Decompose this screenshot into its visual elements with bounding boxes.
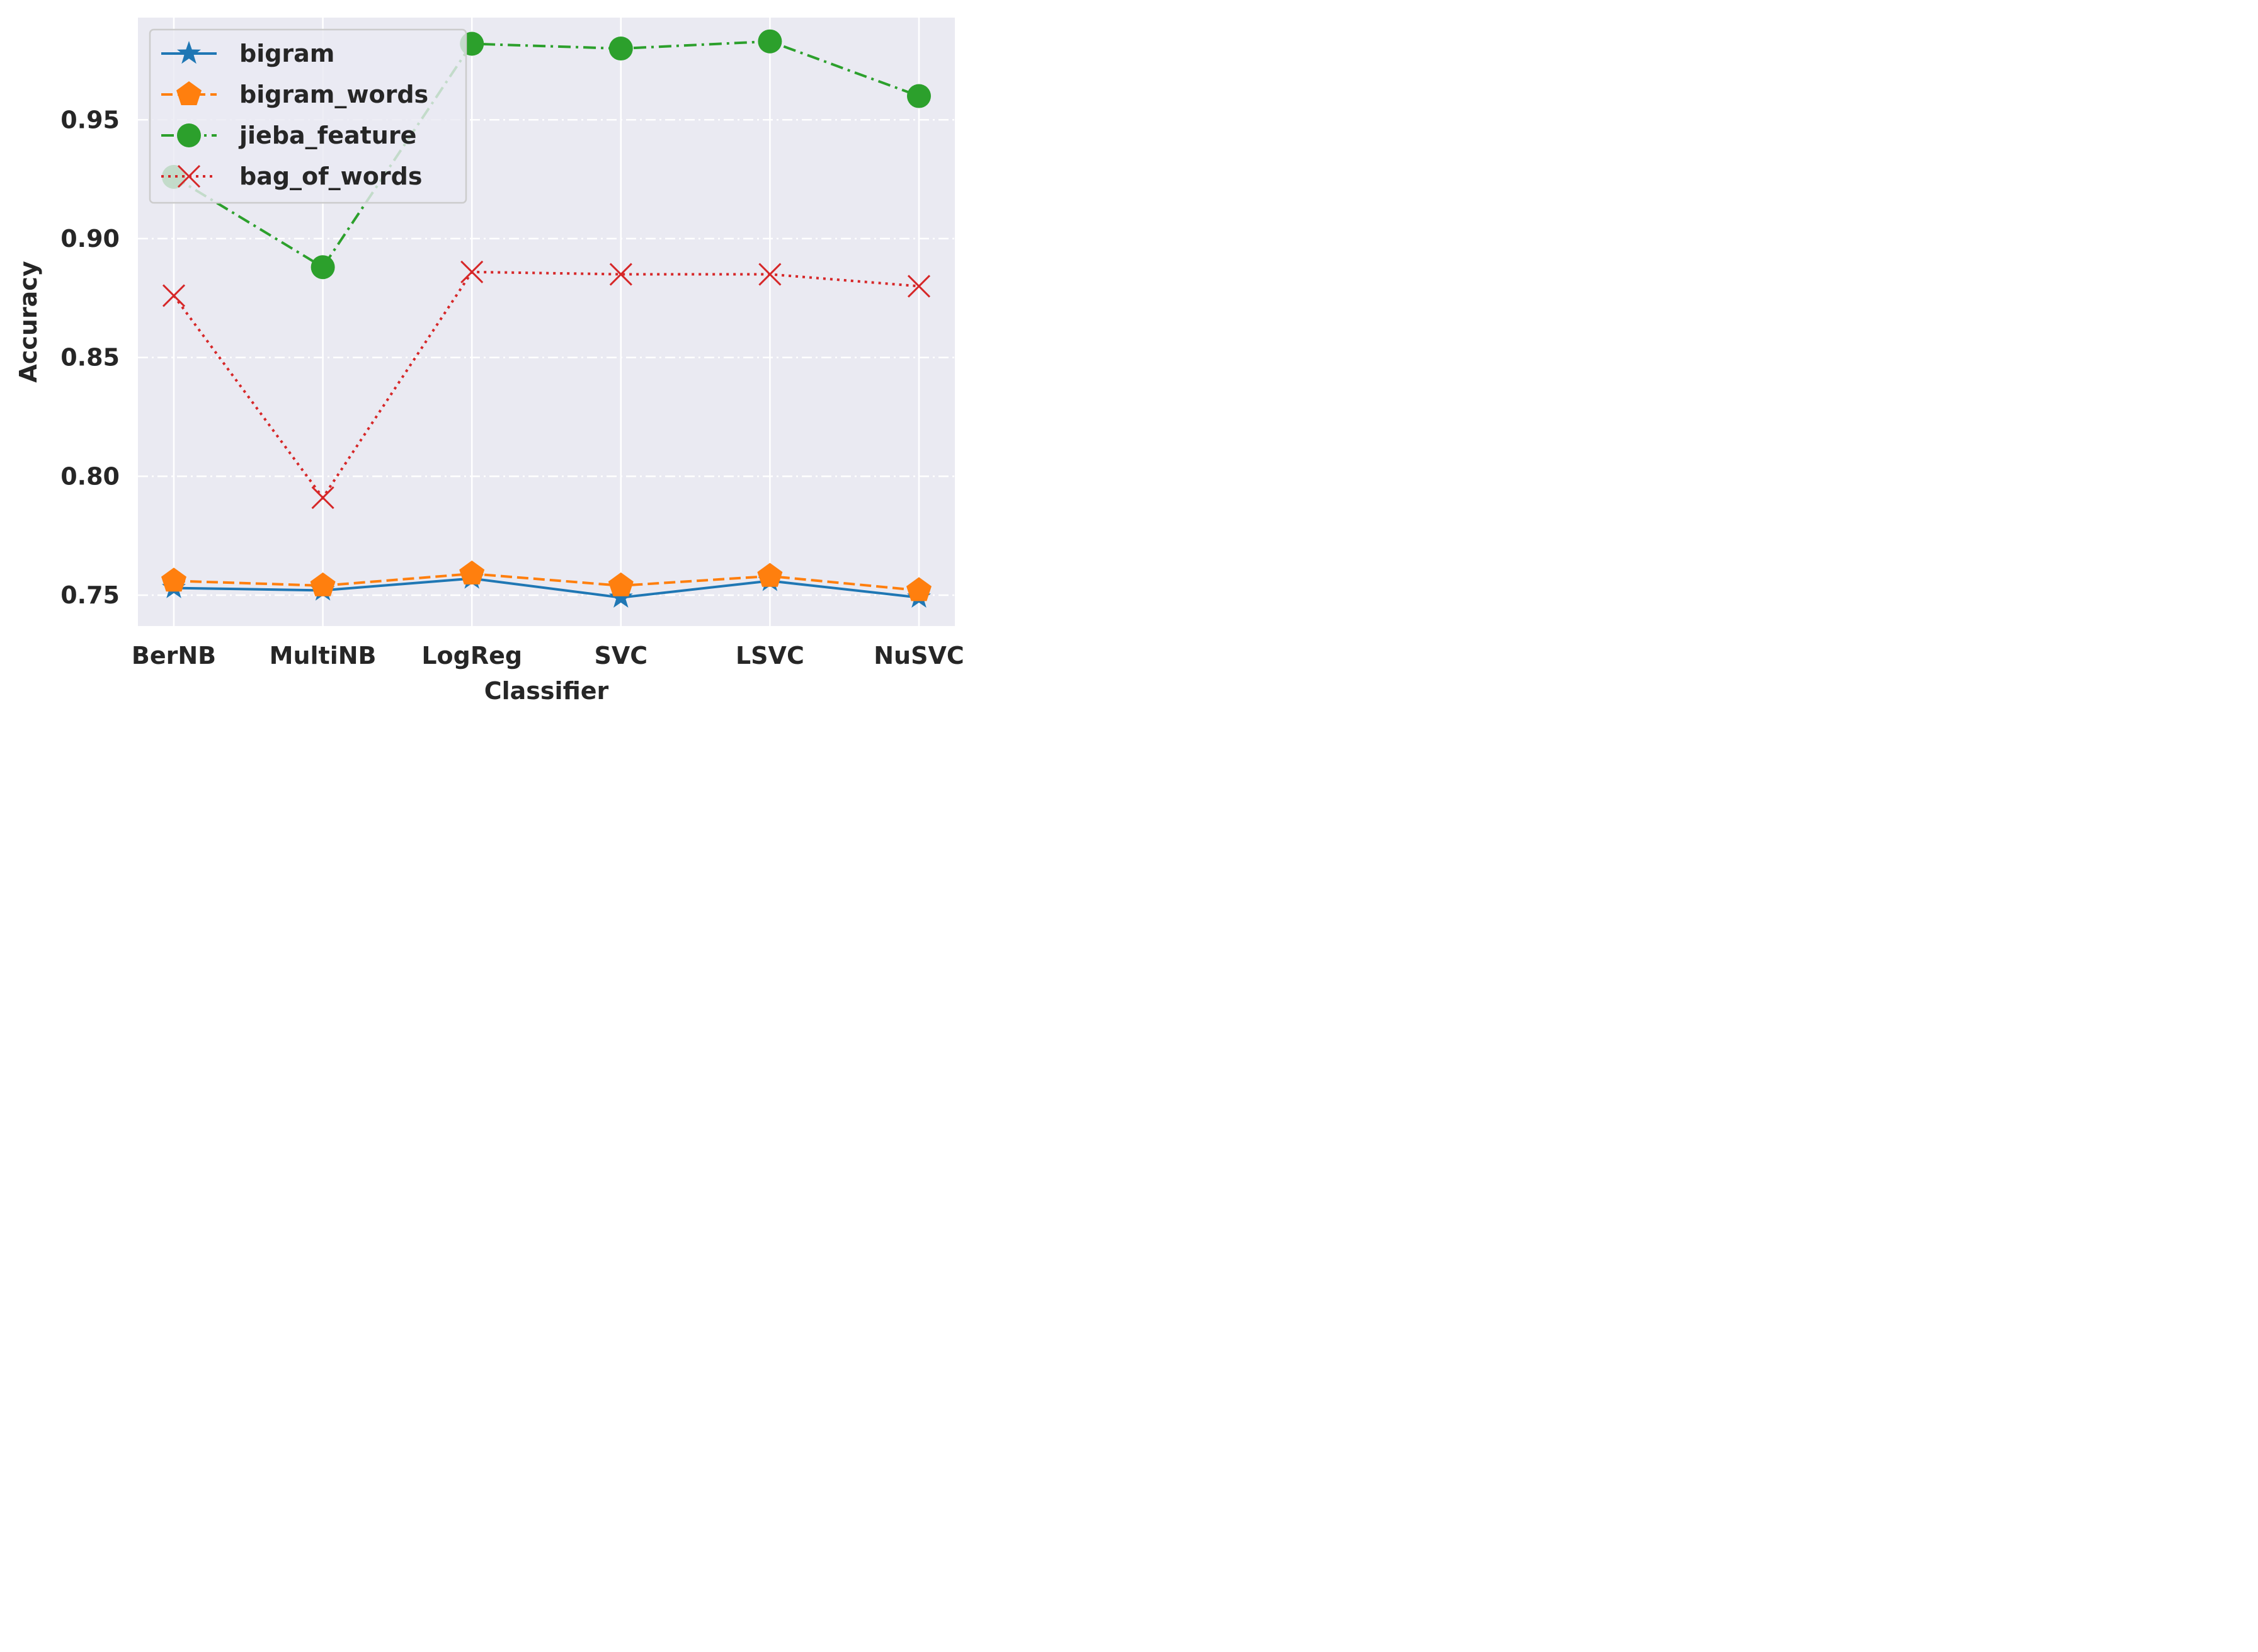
data-point-bigram-words [757,562,783,587]
data-point-bag-of-words [758,263,782,286]
legend-item-bag-of-words: bag_of_words [161,162,422,190]
legend-label: jieba_feature [238,122,416,149]
x-marker-stroke [460,260,484,283]
legend-label: bigram_words [239,81,428,108]
data-point-bigram-words [459,561,485,584]
y-tick-label: 0.95 [60,106,120,134]
data-point-bigram-words [608,572,634,596]
x-axis-label: Classifier [484,677,609,705]
legend-box [149,28,467,204]
legend: bigram bigram_words jieba_feature bag_of_wo… [149,28,467,204]
data-point-bigram-words [310,572,336,596]
data-point-bag-of-words [907,275,931,298]
y-axis-label: Accuracy [14,261,42,382]
series-bag-of-words [162,260,931,510]
series-line-bag-of-words [173,270,920,500]
x-tick-label: BerNB [132,642,216,669]
x-tick-label: LogReg [421,642,522,669]
data-point-jieba-feature [907,84,931,108]
data-point-jieba-feature [758,29,782,54]
legend-marker [177,164,201,188]
data-point-bigram [608,584,633,608]
legend-item-bigram: bigram [161,40,334,67]
series-line-bigram-words [173,572,920,592]
data-point-jieba-feature [608,37,633,61]
x-marker-stroke [162,284,186,307]
ticks: BerNB MultiNB LogReg SVC LSVC NuSVC 0.75 0.80 0.… [60,106,964,669]
line-chart: BerNB MultiNB LogReg SVC LSVC NuSVC 0.75 0.80 0.… [14,18,964,705]
data-point-bag-of-words [311,486,334,510]
legend-label: bigram [239,40,334,67]
legend-item-jieba-feature: jieba_feature [161,122,416,149]
x-tick-label: LSVC [736,642,804,669]
x-tick-label: SVC [594,642,647,669]
x-tick-label: NuSVC [874,642,964,669]
legend-marker [177,41,201,64]
x-marker-stroke [907,275,931,298]
data-point-bag-of-words [162,284,186,307]
data-point-bag-of-words [609,263,632,286]
y-tick-label: 0.80 [60,462,120,490]
legend-marker [177,123,201,147]
data-point-bigram-words [161,567,186,592]
series-line-bigram [173,577,920,599]
y-tick-label: 0.75 [60,581,120,609]
data-point-jieba-feature [311,255,335,280]
legend-label: bag_of_words [239,162,422,190]
x-marker-stroke [609,263,632,286]
data-point-bigram-words [906,577,932,601]
x-marker-stroke [177,164,201,188]
x-marker-stroke [311,486,334,510]
series-bigram-words [161,561,932,601]
chart: BerNB MultiNB LogReg SVC LSVC NuSVC 0.75 0.80 0.… [0,0,983,719]
series-line-jieba-feature [173,40,920,269]
y-tick-label: 0.85 [60,344,120,372]
x-marker-stroke [758,263,782,286]
data-point-bag-of-words [460,260,484,283]
x-tick-label: MultiNB [270,642,377,669]
legend-marker [176,81,202,105]
y-tick-label: 0.90 [60,225,120,253]
legend-item-bigram-words: bigram_words [161,81,428,108]
